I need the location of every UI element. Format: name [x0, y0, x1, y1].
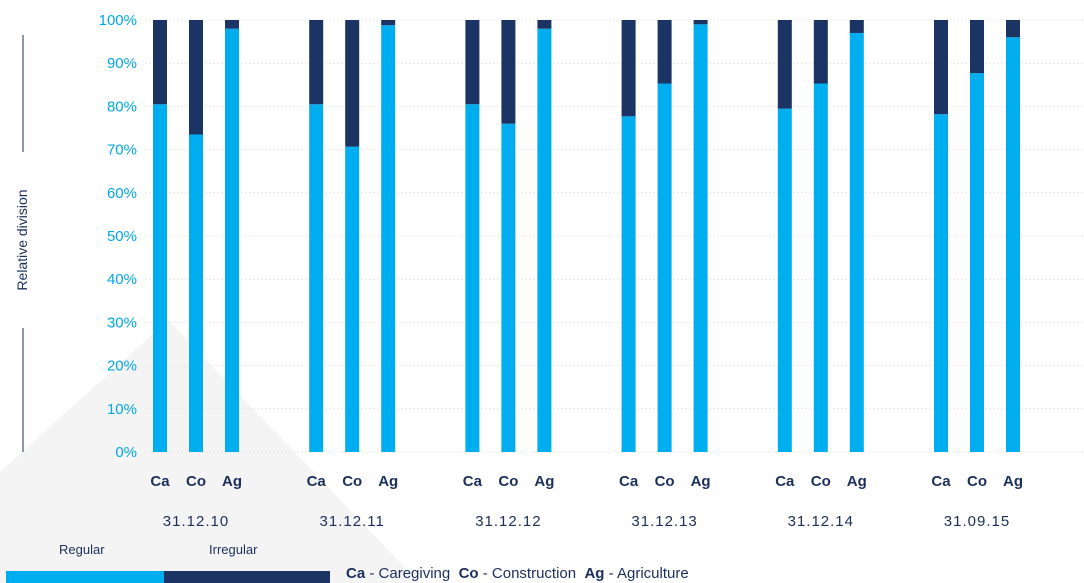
- bar-irregular: [501, 20, 516, 124]
- y-axis-label: Relative division: [14, 189, 30, 290]
- bar-irregular: [777, 20, 792, 109]
- bars: [153, 20, 1020, 453]
- bar-regular: [225, 28, 239, 452]
- bar-regular: [153, 104, 167, 453]
- bar-irregular: [465, 20, 480, 105]
- y-tick-label: 90%: [107, 55, 137, 72]
- y-tick-label: 10%: [107, 401, 137, 418]
- category-label: Ca: [931, 473, 951, 490]
- category-label: Co: [655, 473, 675, 490]
- bar-irregular: [621, 20, 636, 117]
- bar-regular: [381, 25, 396, 453]
- bar-irregular: [225, 20, 239, 29]
- y-axis-ticks: 0% 10% 20% 30% 40% 50% 60% 70% 80% 90% 100%: [99, 12, 137, 461]
- bar-irregular: [657, 20, 672, 84]
- category-label: Ag: [847, 473, 867, 490]
- group-label: 31.12.11: [320, 513, 385, 530]
- legend-regular-swatch: [6, 571, 164, 583]
- group-label: 31.12.13: [631, 513, 697, 530]
- abbrev-code-ca: Ca: [346, 565, 366, 582]
- y-tick-label: 30%: [107, 314, 137, 331]
- bar-irregular: [381, 20, 396, 26]
- y-tick-label: 70%: [107, 142, 137, 159]
- legend-regular-label: Regular: [59, 542, 105, 557]
- category-label: Ca: [307, 473, 327, 490]
- bar-irregular: [309, 20, 324, 105]
- group-label: 31.12.14: [788, 513, 854, 530]
- bar-regular: [621, 116, 636, 452]
- abbrev-code-ag: Ag: [584, 565, 605, 582]
- category-labels: Ca Co Ag Ca Co Ag Ca Co Ag Ca Co Ag Ca Co Ag Ca Co Ag: [150, 473, 1023, 490]
- y-tick-label: 80%: [107, 98, 137, 115]
- group-label: 31.09.15: [944, 513, 1010, 530]
- category-label: Ag: [222, 473, 242, 490]
- bar-regular: [777, 108, 792, 452]
- bar-regular: [849, 32, 864, 453]
- category-label: Co: [967, 473, 987, 490]
- bar-irregular: [970, 20, 984, 74]
- category-label: Ca: [150, 473, 170, 490]
- bar-regular: [934, 114, 948, 453]
- y-tick-label: 100%: [99, 12, 137, 29]
- category-label: Ag: [534, 473, 554, 490]
- y-tick-label: 40%: [107, 271, 137, 288]
- y-tick-label: 50%: [107, 228, 137, 245]
- bar-regular: [1006, 37, 1020, 452]
- bar-irregular: [537, 20, 552, 29]
- bar-regular: [970, 73, 984, 453]
- category-label: Co: [342, 473, 362, 490]
- bar-regular: [693, 24, 708, 452]
- bar-irregular: [849, 20, 864, 33]
- bar-regular: [189, 134, 203, 453]
- category-label: Ag: [1003, 473, 1023, 490]
- bar-irregular: [153, 20, 167, 105]
- category-label: Ag: [691, 473, 711, 490]
- bar-irregular: [189, 20, 203, 135]
- bar-irregular: [345, 20, 360, 147]
- bar-regular: [345, 146, 360, 453]
- bar-irregular: [813, 20, 828, 84]
- category-label: Co: [186, 473, 206, 490]
- bar-regular: [537, 28, 552, 452]
- legend-irregular-label: Irregular: [209, 542, 258, 557]
- gridlines: [145, 19, 1084, 453]
- category-label: Co: [498, 473, 518, 490]
- abbrev-text-ag: - Agriculture: [608, 565, 689, 582]
- category-label: Ca: [619, 473, 639, 490]
- bar-irregular: [693, 20, 708, 25]
- bar-regular: [309, 104, 324, 453]
- group-label: 31.12.12: [475, 513, 541, 530]
- bar-regular: [813, 83, 828, 452]
- bar-regular: [657, 83, 672, 452]
- legend-irregular-swatch: [164, 571, 330, 583]
- abbrev-text-co: - Construction: [482, 565, 577, 582]
- group-label: 31.12.10: [163, 513, 229, 530]
- y-tick-label: 0%: [115, 444, 137, 461]
- y-tick-label: 60%: [107, 185, 137, 202]
- abbrev-text-ca: - Caregiving: [369, 565, 451, 582]
- group-labels: 31.12.10 31.12.11 31.12.12 31.12.13 31.12.14…: [163, 513, 1010, 530]
- category-label: Co: [811, 473, 831, 490]
- category-label: Ag: [378, 473, 398, 490]
- abbrev-code-co: Co: [458, 565, 479, 582]
- category-label: Ca: [775, 473, 795, 490]
- bar-irregular: [1006, 20, 1020, 38]
- bar-irregular: [934, 20, 948, 115]
- y-tick-label: 20%: [107, 358, 137, 375]
- abbreviation-key: Ca - Caregiving Co - Construction Ag - A…: [346, 565, 689, 582]
- bar-regular: [501, 123, 516, 453]
- category-label: Ca: [463, 473, 483, 490]
- legend: Regular Irregular: [6, 542, 330, 583]
- bar-regular: [465, 104, 480, 453]
